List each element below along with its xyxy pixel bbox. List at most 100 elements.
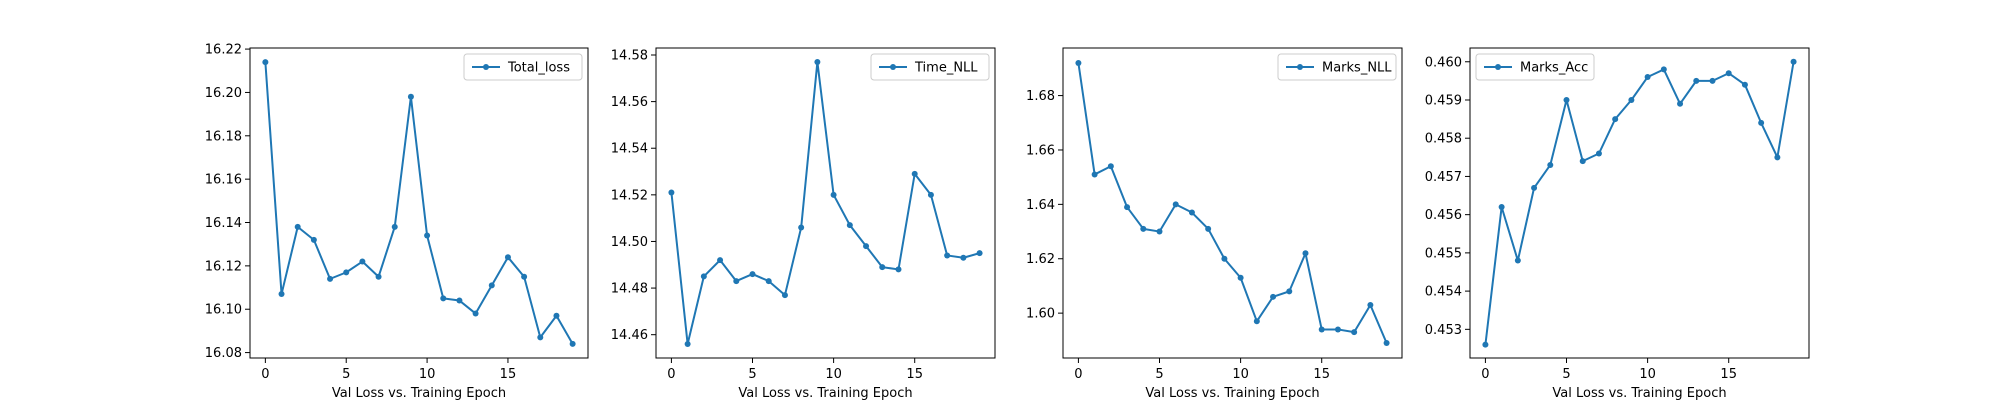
y-tick-label: 14.56 (611, 95, 648, 110)
data-point (1612, 116, 1619, 123)
data-point (456, 297, 463, 304)
legend-label: Time_NLL (914, 61, 978, 76)
data-point (359, 258, 366, 265)
data-point (733, 278, 740, 285)
data-point (830, 191, 837, 198)
subplot-2: 0 5 10 15 14.46 14.48 14.50 14.52 14.54 14.56 14.5… (611, 47, 996, 400)
data-point (1156, 228, 1163, 235)
data-point (1318, 326, 1325, 333)
data-point (717, 257, 724, 264)
data-point (1075, 59, 1082, 66)
y-tick-label: 16.08 (205, 346, 242, 361)
data-point (749, 271, 756, 278)
data-point (1124, 204, 1131, 211)
y-tick-label: 14.54 (611, 142, 648, 157)
x-tick-label: 10 (419, 367, 436, 382)
legend-marker (483, 64, 489, 70)
legend-box (1277, 53, 1397, 81)
data-point (1531, 184, 1538, 191)
x-tick-label: 10 (1232, 367, 1249, 382)
data-point (1270, 293, 1277, 300)
data-point (294, 223, 301, 230)
data-point (553, 312, 560, 319)
legend-label: Marks_Acc (1520, 61, 1588, 76)
y-tick-label: 14.50 (611, 235, 648, 250)
y-tick-label: 0.460 (1425, 55, 1462, 70)
axes-frame (1469, 47, 1810, 359)
x-tick-label: 0 (667, 367, 675, 382)
x-tick-label: 5 (1155, 367, 1163, 382)
data-point (504, 254, 511, 261)
x-tick-label: 10 (825, 367, 842, 382)
data-point (1579, 158, 1586, 165)
data-point (1286, 288, 1293, 295)
x-tick-label: 5 (342, 367, 350, 382)
y-tick-label: 0.454 (1425, 285, 1462, 300)
y-tick-label: 1.62 (1026, 252, 1055, 267)
legend-box (1475, 53, 1595, 81)
y-tick-label: 0.458 (1425, 132, 1462, 147)
y-tick-label: 14.48 (611, 282, 648, 297)
data-point (668, 189, 675, 196)
data-point (440, 295, 447, 302)
data-point (1774, 154, 1781, 161)
data-point (895, 266, 902, 273)
y-tick-label: 16.22 (205, 43, 242, 58)
axes-frame (249, 47, 589, 359)
data-point (684, 341, 691, 348)
data-point (814, 58, 821, 65)
y-tick-label: 16.18 (205, 129, 242, 144)
axes-frame (1062, 47, 1403, 359)
data-point (1693, 77, 1700, 84)
data-point (1547, 161, 1554, 168)
legend-marker (890, 64, 896, 70)
data-point (1091, 171, 1098, 178)
x-tick-label: 15 (906, 367, 923, 382)
data-point (1514, 257, 1521, 264)
subplot-3: 0 5 10 15 1.60 1.62 1.64 1.66 1.68 Val Loss vs. T… (1026, 47, 1403, 400)
data-point (781, 292, 788, 299)
y-tick-label: 14.46 (611, 328, 648, 343)
data-point (1383, 340, 1390, 347)
legend-label: Marks_NLL (1322, 61, 1392, 76)
legend-box (463, 53, 583, 81)
x-tick-label: 0 (1074, 367, 1082, 382)
y-tick-label: 0.453 (1425, 323, 1462, 338)
data-point (1595, 150, 1602, 157)
data-point (1172, 201, 1179, 208)
y-tick-label: 16.16 (205, 173, 242, 188)
subplot-4: 0 5 10 15 0.453 0.454 0.455 0.456 0.457 0.458 0.45… (1425, 47, 1810, 400)
series-line (264, 62, 574, 345)
x-tick-label: 15 (500, 367, 517, 382)
x-axis-label: Val Loss vs. Training Epoch (738, 386, 912, 400)
y-tick-label: 14.52 (611, 188, 648, 203)
data-point (537, 334, 544, 341)
x-tick-label: 10 (1639, 367, 1656, 382)
y-tick-label: 1.68 (1026, 89, 1055, 104)
data-point (1725, 70, 1732, 77)
data-point (911, 170, 918, 177)
data-point (1253, 318, 1260, 325)
data-point (879, 264, 886, 271)
legend-box (870, 53, 990, 81)
series-line (670, 60, 980, 346)
data-point (960, 254, 967, 261)
data-point (1563, 96, 1570, 103)
data-point (1351, 329, 1358, 336)
y-tick-label: 16.12 (205, 259, 242, 274)
x-tick-label: 15 (1313, 367, 1330, 382)
x-tick-label: 0 (261, 367, 269, 382)
legend-label: Total_loss (507, 61, 570, 76)
y-tick-label: 16.20 (205, 86, 242, 101)
data-point (488, 282, 495, 289)
data-point (846, 222, 853, 229)
data-point (944, 252, 951, 259)
y-tick-label: 1.66 (1026, 143, 1055, 158)
data-point (863, 243, 870, 250)
x-tick-label: 0 (1481, 367, 1489, 382)
data-point (407, 93, 414, 100)
data-point (278, 291, 285, 298)
data-point (798, 224, 805, 231)
data-point (375, 273, 382, 280)
data-point (1334, 326, 1341, 333)
